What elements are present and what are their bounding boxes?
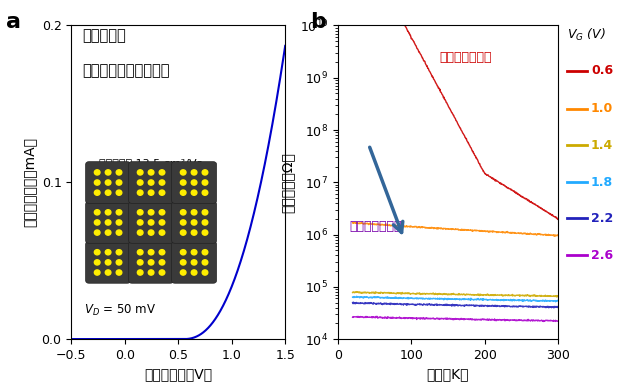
X-axis label: 温度（K）: 温度（K） xyxy=(427,367,469,381)
Text: 1.0: 1.0 xyxy=(591,102,613,115)
Text: b: b xyxy=(310,12,326,32)
Text: a: a xyxy=(6,12,21,32)
Text: 2.6: 2.6 xyxy=(591,249,613,261)
Text: 高い電気伝導性: 高い電気伝導性 xyxy=(349,220,401,233)
Text: $V_G$ (V): $V_G$ (V) xyxy=(567,27,606,43)
Y-axis label: 電気抵抗（Ω）: 電気抵抗（Ω） xyxy=(280,152,294,213)
Text: 量子ドット: 量子ドット xyxy=(82,29,126,44)
Text: 1.4: 1.4 xyxy=(591,139,613,152)
Text: 低キャリア密度: 低キャリア密度 xyxy=(440,51,492,64)
Text: 電界効果トランジスタ: 電界効果トランジスタ xyxy=(82,63,169,78)
X-axis label: ゲート電圧（V）: ゲート電圧（V） xyxy=(144,367,212,381)
Text: 0.6: 0.6 xyxy=(591,64,613,78)
Text: 1.8: 1.8 xyxy=(591,176,613,189)
Text: $V_D$ = 50 mV: $V_D$ = 50 mV xyxy=(84,303,156,318)
Text: 電子移動度 13.5 cm²/Vs: 電子移動度 13.5 cm²/Vs xyxy=(99,158,203,169)
Y-axis label: ドレイン電流（mA）: ドレイン電流（mA） xyxy=(22,137,36,227)
Text: 2.2: 2.2 xyxy=(591,212,613,225)
